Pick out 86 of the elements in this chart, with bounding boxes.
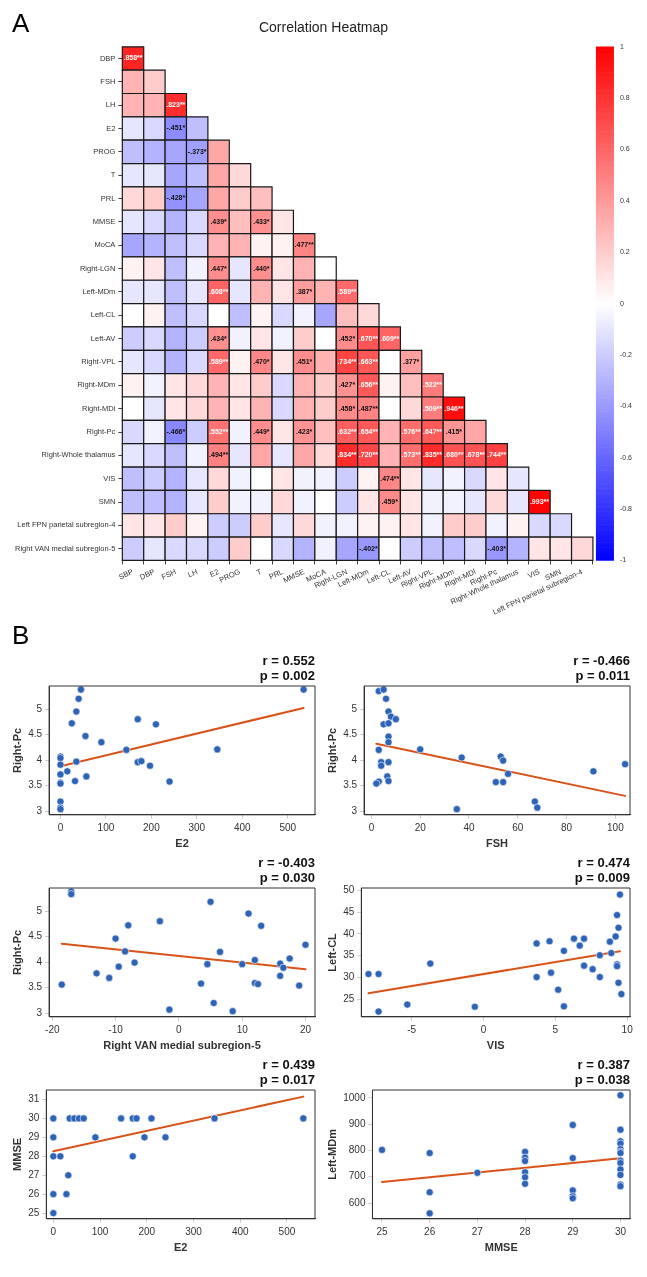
y-tick-label: 700 — [348, 1170, 366, 1182]
x-tick-label: 200 — [138, 1225, 156, 1237]
y-tick-label: 29 — [28, 1131, 40, 1143]
y-tick-label: 5 — [36, 904, 43, 916]
x-tick-label: 30 — [614, 1225, 627, 1237]
y-tick-label: 40 — [343, 927, 355, 939]
y-tick-label: 1000 — [343, 1091, 366, 1103]
x-tick-label: 40 — [463, 821, 475, 833]
y-tick-label: 30 — [343, 971, 355, 983]
x-tick-label: 200 — [143, 821, 161, 833]
text: p = 0.009 — [574, 870, 630, 886]
x-axis-title: E2 — [173, 1241, 188, 1254]
x-tick-label: 29 — [567, 1225, 579, 1237]
y-tick-label: 3 — [36, 1006, 43, 1018]
y-tick-label: 5 — [351, 702, 358, 714]
x-tick-label: 60 — [512, 821, 524, 833]
y-tick-label: 35 — [343, 949, 355, 961]
text: r = -0.466 — [573, 653, 630, 669]
y-tick-label: 4 — [351, 753, 358, 765]
text: p = 0.038 — [574, 1072, 630, 1088]
y-tick-label: 4.5 — [343, 728, 358, 740]
y-tick-label: 28 — [28, 1150, 40, 1162]
y-tick-label: 3.5 — [28, 981, 43, 993]
x-tick-label: 100 — [91, 1225, 109, 1237]
y-tick-label: 45 — [343, 905, 355, 917]
text: p = 0.011 — [575, 668, 630, 684]
x-tick-label: 25 — [376, 1225, 388, 1237]
y-tick-label: 25 — [343, 993, 355, 1005]
text: p = 0.017 — [259, 1072, 315, 1088]
y-tick-label: 27 — [28, 1168, 40, 1180]
text: p = 0.030 — [259, 870, 315, 886]
chart-title: Correlation Heatmap — [258, 19, 389, 36]
text: r = 0.439 — [262, 1057, 315, 1073]
x-tick-label: 5 — [552, 1023, 559, 1035]
text: p = 0.002 — [259, 668, 315, 684]
y-tick-label: 600 — [348, 1196, 366, 1208]
x-tick-label: 100 — [607, 821, 625, 833]
x-tick-label: 10 — [621, 1023, 634, 1035]
x-tick-label: 27 — [471, 1225, 484, 1237]
x-tick-label: 400 — [231, 1225, 250, 1237]
text: r = 0.474 — [577, 855, 631, 871]
y-tick-label: 4 — [36, 753, 43, 765]
y-tick-label: 800 — [348, 1144, 366, 1156]
x-tick-label: 300 — [185, 1225, 203, 1237]
text: r = -0.403 — [258, 855, 315, 871]
y-tick-label: 3.5 — [343, 779, 358, 791]
x-tick-label: 20 — [299, 1023, 312, 1035]
x-tick-label: 500 — [279, 821, 297, 833]
y-tick-label: 3 — [351, 804, 358, 816]
y-tick-label: 31 — [28, 1093, 40, 1105]
y-tick-label: 26 — [28, 1187, 40, 1199]
x-axis-title: MMSE — [484, 1241, 518, 1254]
chart-title: B — [11, 620, 31, 650]
y-tick-label: 30 — [28, 1112, 40, 1124]
x-tick-label: 10 — [236, 1023, 249, 1035]
x-tick-label: 26 — [424, 1225, 436, 1237]
y-tick-label: 4.5 — [28, 930, 43, 942]
x-axis-title: E2 — [175, 837, 189, 850]
x-axis-title: FSH — [486, 837, 509, 850]
y-tick-label: 3 — [36, 804, 43, 816]
text: r = 0.387 — [577, 1057, 630, 1073]
y-tick-label: 50 — [343, 883, 355, 895]
x-axis-title: VIS — [486, 1039, 505, 1052]
y-tick-label: 900 — [348, 1117, 366, 1129]
x-tick-label: -5 — [407, 1023, 417, 1035]
y-tick-label: 4.5 — [28, 728, 43, 740]
x-tick-label: 300 — [188, 821, 206, 833]
x-tick-label: 28 — [519, 1225, 532, 1237]
y-tick-label: 5 — [36, 702, 43, 714]
y-tick-label: 4 — [36, 955, 43, 967]
x-tick-label: 0 — [368, 821, 375, 833]
x-tick-label: 100 — [97, 821, 115, 833]
x-tick-label: 0 — [176, 1023, 183, 1035]
x-tick-label: 400 — [233, 821, 252, 833]
x-tick-label: 0 — [480, 1023, 487, 1035]
x-tick-label: -20 — [45, 1023, 60, 1035]
y-tick-label: 3.5 — [28, 779, 43, 791]
text: r = 0.552 — [262, 653, 315, 669]
x-tick-label: 80 — [561, 821, 573, 833]
x-tick-label: 20 — [414, 821, 427, 833]
y-tick-label: 25 — [28, 1206, 40, 1218]
x-tick-label: 500 — [278, 1225, 296, 1237]
x-tick-label: 0 — [50, 1225, 57, 1237]
x-tick-label: 0 — [57, 821, 64, 833]
text: A — [12, 8, 30, 38]
x-tick-label: -10 — [108, 1023, 124, 1035]
